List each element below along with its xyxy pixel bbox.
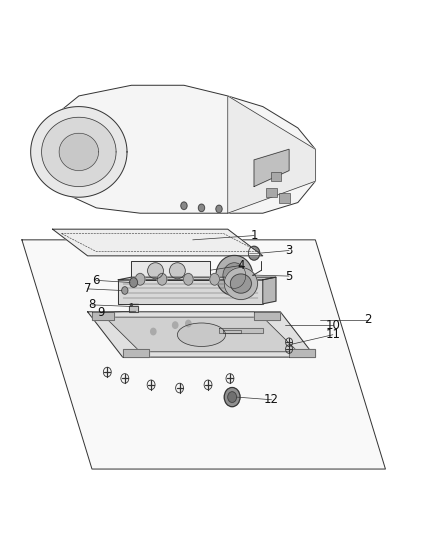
Circle shape	[184, 273, 193, 285]
Polygon shape	[129, 306, 138, 312]
Polygon shape	[59, 133, 99, 171]
Polygon shape	[263, 277, 276, 304]
Circle shape	[186, 320, 191, 327]
Polygon shape	[131, 261, 210, 280]
Ellipse shape	[223, 263, 246, 288]
Circle shape	[228, 392, 237, 402]
Ellipse shape	[230, 274, 251, 293]
Polygon shape	[219, 328, 263, 333]
Circle shape	[130, 278, 138, 287]
Circle shape	[248, 246, 260, 260]
Polygon shape	[123, 349, 149, 357]
Ellipse shape	[177, 323, 226, 346]
Circle shape	[122, 287, 128, 294]
Ellipse shape	[224, 268, 258, 300]
Bar	[271, 172, 281, 181]
Circle shape	[157, 273, 167, 285]
Polygon shape	[88, 312, 315, 357]
Circle shape	[181, 202, 187, 209]
Polygon shape	[31, 107, 127, 197]
Text: 6: 6	[92, 274, 100, 287]
Polygon shape	[223, 330, 241, 333]
Polygon shape	[254, 312, 280, 320]
Polygon shape	[22, 240, 385, 469]
Polygon shape	[105, 317, 298, 352]
Polygon shape	[118, 280, 263, 304]
Bar	[279, 193, 290, 203]
Polygon shape	[35, 85, 315, 213]
Polygon shape	[92, 312, 114, 320]
Polygon shape	[254, 149, 289, 187]
Ellipse shape	[148, 263, 163, 279]
Ellipse shape	[216, 255, 253, 296]
Text: 12: 12	[264, 393, 279, 406]
Text: 11: 11	[325, 328, 340, 341]
Text: 2: 2	[364, 313, 372, 326]
Text: 1: 1	[250, 229, 258, 242]
Text: 10: 10	[325, 319, 340, 332]
Circle shape	[135, 273, 145, 285]
Circle shape	[198, 204, 205, 212]
Circle shape	[173, 322, 178, 328]
Text: 4: 4	[237, 259, 245, 272]
Polygon shape	[42, 117, 116, 187]
Polygon shape	[53, 229, 263, 256]
Text: 3: 3	[286, 244, 293, 257]
Bar	[266, 188, 277, 197]
Circle shape	[216, 205, 222, 213]
Text: 8: 8	[88, 298, 95, 311]
Polygon shape	[228, 96, 315, 213]
Text: 7: 7	[84, 282, 92, 295]
Polygon shape	[118, 277, 276, 280]
Polygon shape	[289, 349, 315, 357]
Circle shape	[210, 273, 219, 285]
Circle shape	[224, 387, 240, 407]
Ellipse shape	[170, 263, 185, 279]
Text: 5: 5	[286, 270, 293, 282]
Circle shape	[151, 328, 156, 335]
Text: 9: 9	[97, 306, 105, 319]
